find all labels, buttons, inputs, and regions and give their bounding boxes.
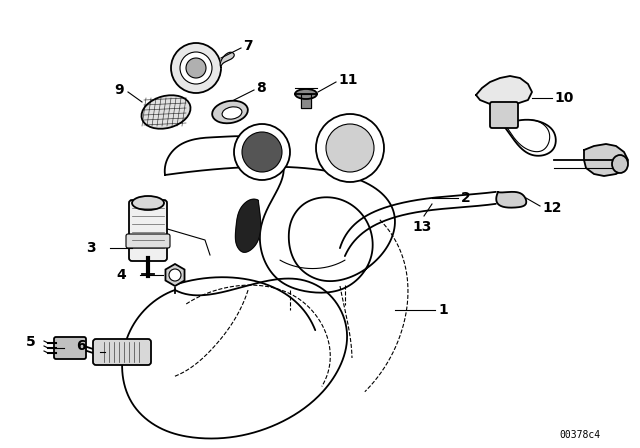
Polygon shape [166,264,184,286]
Ellipse shape [141,95,191,129]
Text: 5: 5 [26,335,36,349]
Polygon shape [584,144,628,176]
Circle shape [326,124,374,172]
Polygon shape [164,136,395,293]
Text: 8: 8 [256,81,266,95]
FancyBboxPatch shape [129,200,167,261]
Polygon shape [301,94,311,108]
Text: 3: 3 [86,241,96,255]
Ellipse shape [212,101,248,123]
Text: 1: 1 [438,303,448,317]
Circle shape [171,43,221,93]
Ellipse shape [132,196,164,210]
Circle shape [180,52,212,84]
FancyBboxPatch shape [490,102,518,128]
Ellipse shape [612,155,628,173]
Ellipse shape [222,107,242,119]
Polygon shape [496,192,526,207]
Circle shape [316,114,384,182]
Text: 12: 12 [542,201,561,215]
Text: 00378c4: 00378c4 [559,430,600,440]
Polygon shape [220,52,234,68]
Circle shape [186,58,206,78]
Text: 10: 10 [554,91,573,105]
Polygon shape [476,76,532,106]
FancyBboxPatch shape [126,234,170,248]
Circle shape [169,269,181,281]
Circle shape [234,124,290,180]
Polygon shape [236,199,260,252]
Circle shape [242,132,282,172]
Text: 11: 11 [338,73,358,87]
Polygon shape [122,279,347,439]
Text: 4: 4 [116,268,126,282]
FancyBboxPatch shape [93,339,151,365]
Text: 7: 7 [243,39,253,53]
Ellipse shape [295,89,317,99]
FancyBboxPatch shape [54,337,86,359]
Text: 9: 9 [115,83,124,97]
Text: 2: 2 [461,191,471,205]
Text: 13: 13 [412,220,432,234]
Text: 6: 6 [76,339,86,353]
